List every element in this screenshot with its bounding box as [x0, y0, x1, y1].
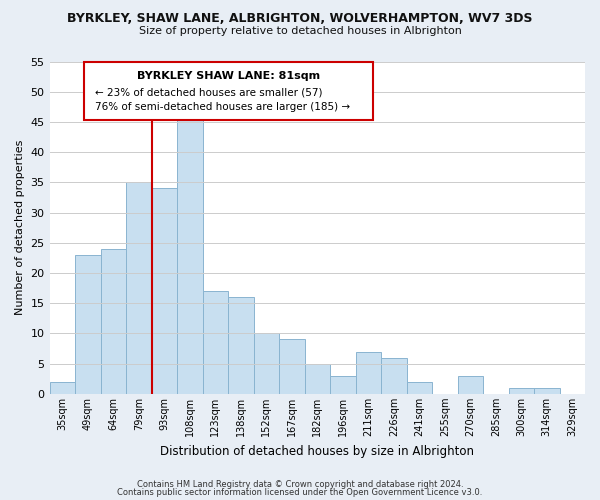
Bar	[75, 255, 101, 394]
Bar	[381, 358, 407, 394]
Text: Contains public sector information licensed under the Open Government Licence v3: Contains public sector information licen…	[118, 488, 482, 497]
Text: 76% of semi-detached houses are larger (185) →: 76% of semi-detached houses are larger (…	[95, 102, 350, 113]
Y-axis label: Number of detached properties: Number of detached properties	[15, 140, 25, 316]
Bar	[101, 249, 126, 394]
Bar	[356, 352, 381, 394]
Bar	[279, 340, 305, 394]
Bar	[126, 182, 152, 394]
Bar	[228, 297, 254, 394]
Text: Size of property relative to detached houses in Albrighton: Size of property relative to detached ho…	[139, 26, 461, 36]
Bar	[50, 382, 75, 394]
Text: BYRKLEY, SHAW LANE, ALBRIGHTON, WOLVERHAMPTON, WV7 3DS: BYRKLEY, SHAW LANE, ALBRIGHTON, WOLVERHA…	[67, 12, 533, 26]
Bar	[330, 376, 356, 394]
X-axis label: Distribution of detached houses by size in Albrighton: Distribution of detached houses by size …	[160, 444, 474, 458]
Bar	[509, 388, 534, 394]
Bar	[305, 364, 330, 394]
Text: ← 23% of detached houses are smaller (57): ← 23% of detached houses are smaller (57…	[95, 87, 323, 97]
Bar	[458, 376, 483, 394]
Bar	[152, 188, 177, 394]
Bar	[407, 382, 432, 394]
Bar	[534, 388, 560, 394]
Bar	[254, 334, 279, 394]
Text: BYRKLEY SHAW LANE: 81sqm: BYRKLEY SHAW LANE: 81sqm	[137, 72, 320, 82]
Text: Contains HM Land Registry data © Crown copyright and database right 2024.: Contains HM Land Registry data © Crown c…	[137, 480, 463, 489]
FancyBboxPatch shape	[85, 62, 373, 120]
Bar	[203, 291, 228, 394]
Bar	[177, 116, 203, 394]
